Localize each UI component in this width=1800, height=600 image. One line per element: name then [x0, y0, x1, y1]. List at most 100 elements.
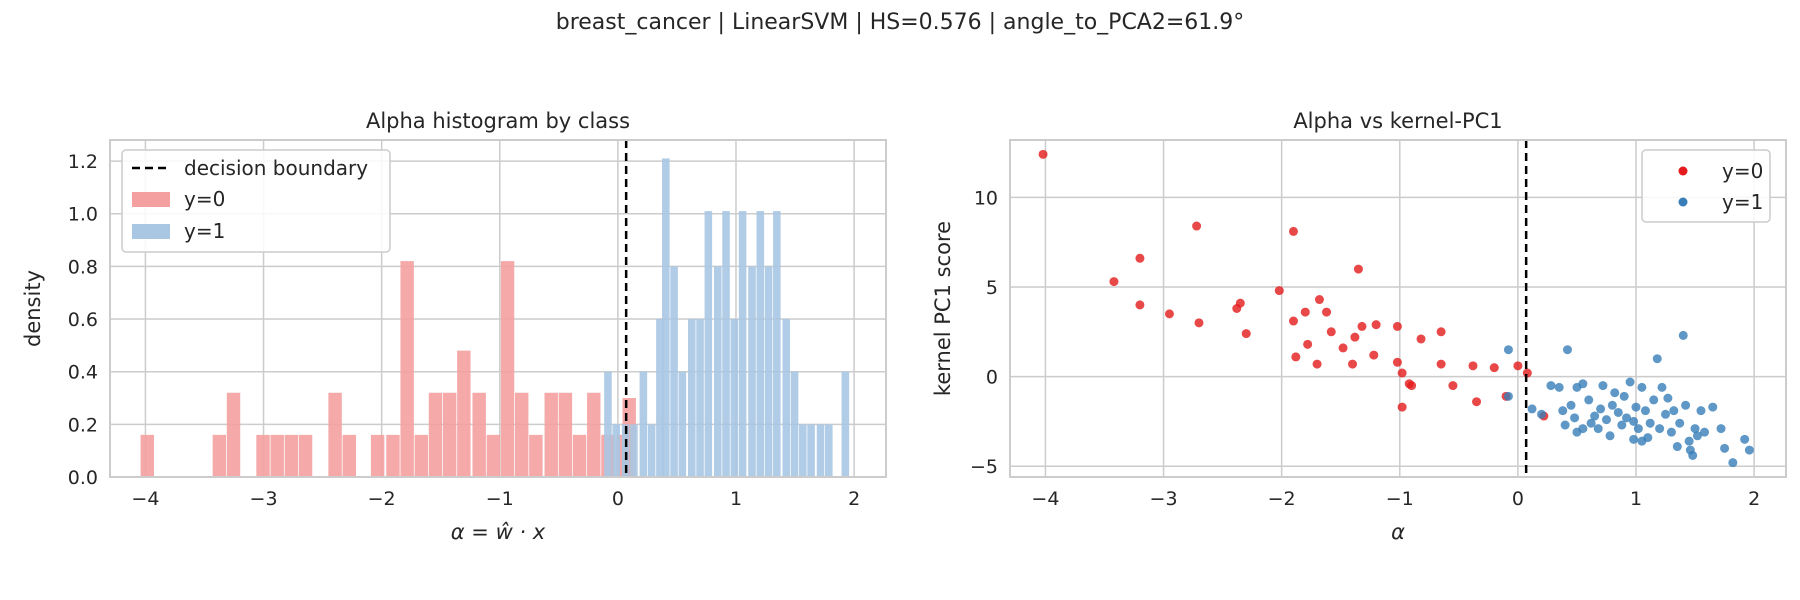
scatter-point-y1: [1622, 413, 1632, 423]
legend-y1-marker: [1678, 197, 1688, 207]
legend-boundary-label: decision boundary: [184, 156, 368, 180]
scatter-point-y1: [1546, 381, 1556, 391]
histogram-bar-y1: [704, 211, 713, 477]
histogram-bar-y1: [656, 319, 664, 477]
scatter-point-y1: [1720, 443, 1730, 453]
y-tick-label: 0.8: [68, 256, 98, 278]
scatter-point-y0: [1397, 402, 1407, 412]
histogram-bar-y0: [457, 350, 471, 477]
scatter-legend: y=0 y=1: [1641, 149, 1771, 223]
scatter-point-y0: [1489, 363, 1499, 373]
histogram-bar-y0: [370, 434, 385, 477]
x-tick-label: −2: [1268, 488, 1296, 510]
histogram-bar-y0: [256, 434, 270, 477]
scatter-point-y0: [1194, 318, 1204, 328]
x-tick-label: −3: [1150, 488, 1178, 510]
histogram-bar-y1: [688, 319, 696, 477]
histogram-bar-y1: [807, 424, 815, 477]
histogram-bar-y0: [572, 434, 587, 477]
scatter-point-y1: [1613, 407, 1623, 417]
histogram-bar-y1: [647, 424, 656, 477]
scatter-grid: [1010, 140, 1786, 477]
legend-y1-label: y=1: [184, 219, 225, 243]
scatter-point-y1: [1669, 406, 1679, 416]
histogram-bar-y0: [140, 434, 155, 477]
histogram-bar-y1: [773, 211, 781, 477]
histogram-y-axis-label: density: [21, 270, 45, 347]
histogram-panel: −4 −3 −2 −1 0 1 2 0.0 0.2 0.4 0.6 0.8 1.0 1.2 Alpha h…: [21, 109, 887, 544]
figure-title: breast_cancer | LinearSVM | HS=0.576 | a…: [556, 10, 1245, 35]
scatter-point-y1: [1607, 400, 1617, 410]
histogram-bar-y1: [722, 211, 730, 477]
histogram-bar-y1: [639, 371, 648, 477]
y-tick-label: 10: [974, 187, 998, 209]
histogram-legend-box: [121, 149, 391, 253]
scatter-point-y0: [1192, 221, 1202, 231]
histogram-bar-y1: [764, 266, 773, 477]
histogram-bar-y0: [414, 434, 429, 477]
scatter-point-y0: [1448, 381, 1458, 391]
x-tick-label: 2: [1748, 488, 1760, 510]
scatter-point-y0: [1038, 149, 1048, 159]
scatter-point-y0: [1288, 226, 1298, 236]
histogram-bar-y1: [670, 266, 678, 477]
y-tick-label: 1.0: [68, 204, 98, 226]
scatter-point-y1: [1593, 424, 1603, 434]
scatter-point-y1: [1537, 409, 1547, 419]
histogram-bar-y1: [748, 266, 756, 477]
scatter-point-y0: [1232, 304, 1242, 313]
histogram-bar-y1: [756, 211, 765, 477]
scatter-point-y1: [1716, 424, 1726, 434]
histogram-bar-y1: [841, 371, 850, 477]
legend-y1-swatch: [132, 224, 170, 239]
scatter-point-y1: [1586, 418, 1596, 428]
scatter-point-y0: [1135, 300, 1145, 310]
scatter-point-y1: [1696, 406, 1706, 416]
scatter-point-y0: [1348, 359, 1358, 369]
scatter-point-y0: [1338, 343, 1348, 353]
scatter-point-y1: [1619, 391, 1629, 401]
histogram-bar-y1: [612, 424, 620, 477]
y-tick-label: 0.2: [68, 414, 98, 436]
histogram-bar-y1: [730, 319, 739, 477]
x-tick-label: −2: [368, 488, 396, 510]
scatter-legend-y1-label: y=1: [1722, 190, 1763, 214]
scatter-point-y1: [1527, 404, 1537, 414]
scatter-point-y1: [1678, 330, 1688, 340]
x-tick-label: −4: [131, 488, 159, 510]
scatter-point-y1: [1637, 436, 1647, 446]
scatter-point-y0: [1472, 397, 1482, 407]
histogram-bar-y0: [328, 392, 342, 477]
legend-y0-marker: [1678, 166, 1688, 176]
histogram-bar-y1: [790, 371, 799, 477]
scatter-point-y1: [1728, 458, 1738, 468]
histogram-title: Alpha histogram by class: [366, 109, 630, 133]
histogram-bar-y0: [400, 261, 414, 477]
scatter-point-y1: [1663, 393, 1673, 403]
scatter-point-y0: [1436, 327, 1446, 337]
y-tick-label: 0.0: [68, 467, 98, 489]
histogram-bar-y1: [738, 211, 747, 477]
y-tick-label: 1.2: [68, 151, 98, 173]
scatter-point-y1: [1625, 377, 1635, 387]
scatter-frame: [1009, 139, 1787, 478]
histogram-bar-y0: [587, 392, 601, 477]
scatter-point-y1: [1655, 424, 1665, 434]
scatter-point-y0: [1241, 329, 1251, 339]
scatter-point-y0: [1513, 361, 1523, 371]
scatter-point-y0: [1371, 320, 1381, 330]
scatter-point-y1: [1610, 388, 1620, 398]
scatter-point-y0: [1407, 381, 1417, 391]
scatter-point-y0: [1135, 253, 1145, 263]
histogram-bar-y1: [621, 424, 630, 477]
x-tick-label: −1: [1386, 488, 1414, 510]
scatter-point-y0: [1397, 368, 1407, 378]
scatter-point-y1: [1629, 434, 1639, 444]
histogram-bar-y0: [472, 392, 486, 477]
scatter-point-y1: [1645, 418, 1655, 428]
histogram-frame: [109, 139, 887, 478]
scatter-point-y1: [1605, 431, 1615, 441]
y-tick-label: −5: [970, 456, 998, 478]
